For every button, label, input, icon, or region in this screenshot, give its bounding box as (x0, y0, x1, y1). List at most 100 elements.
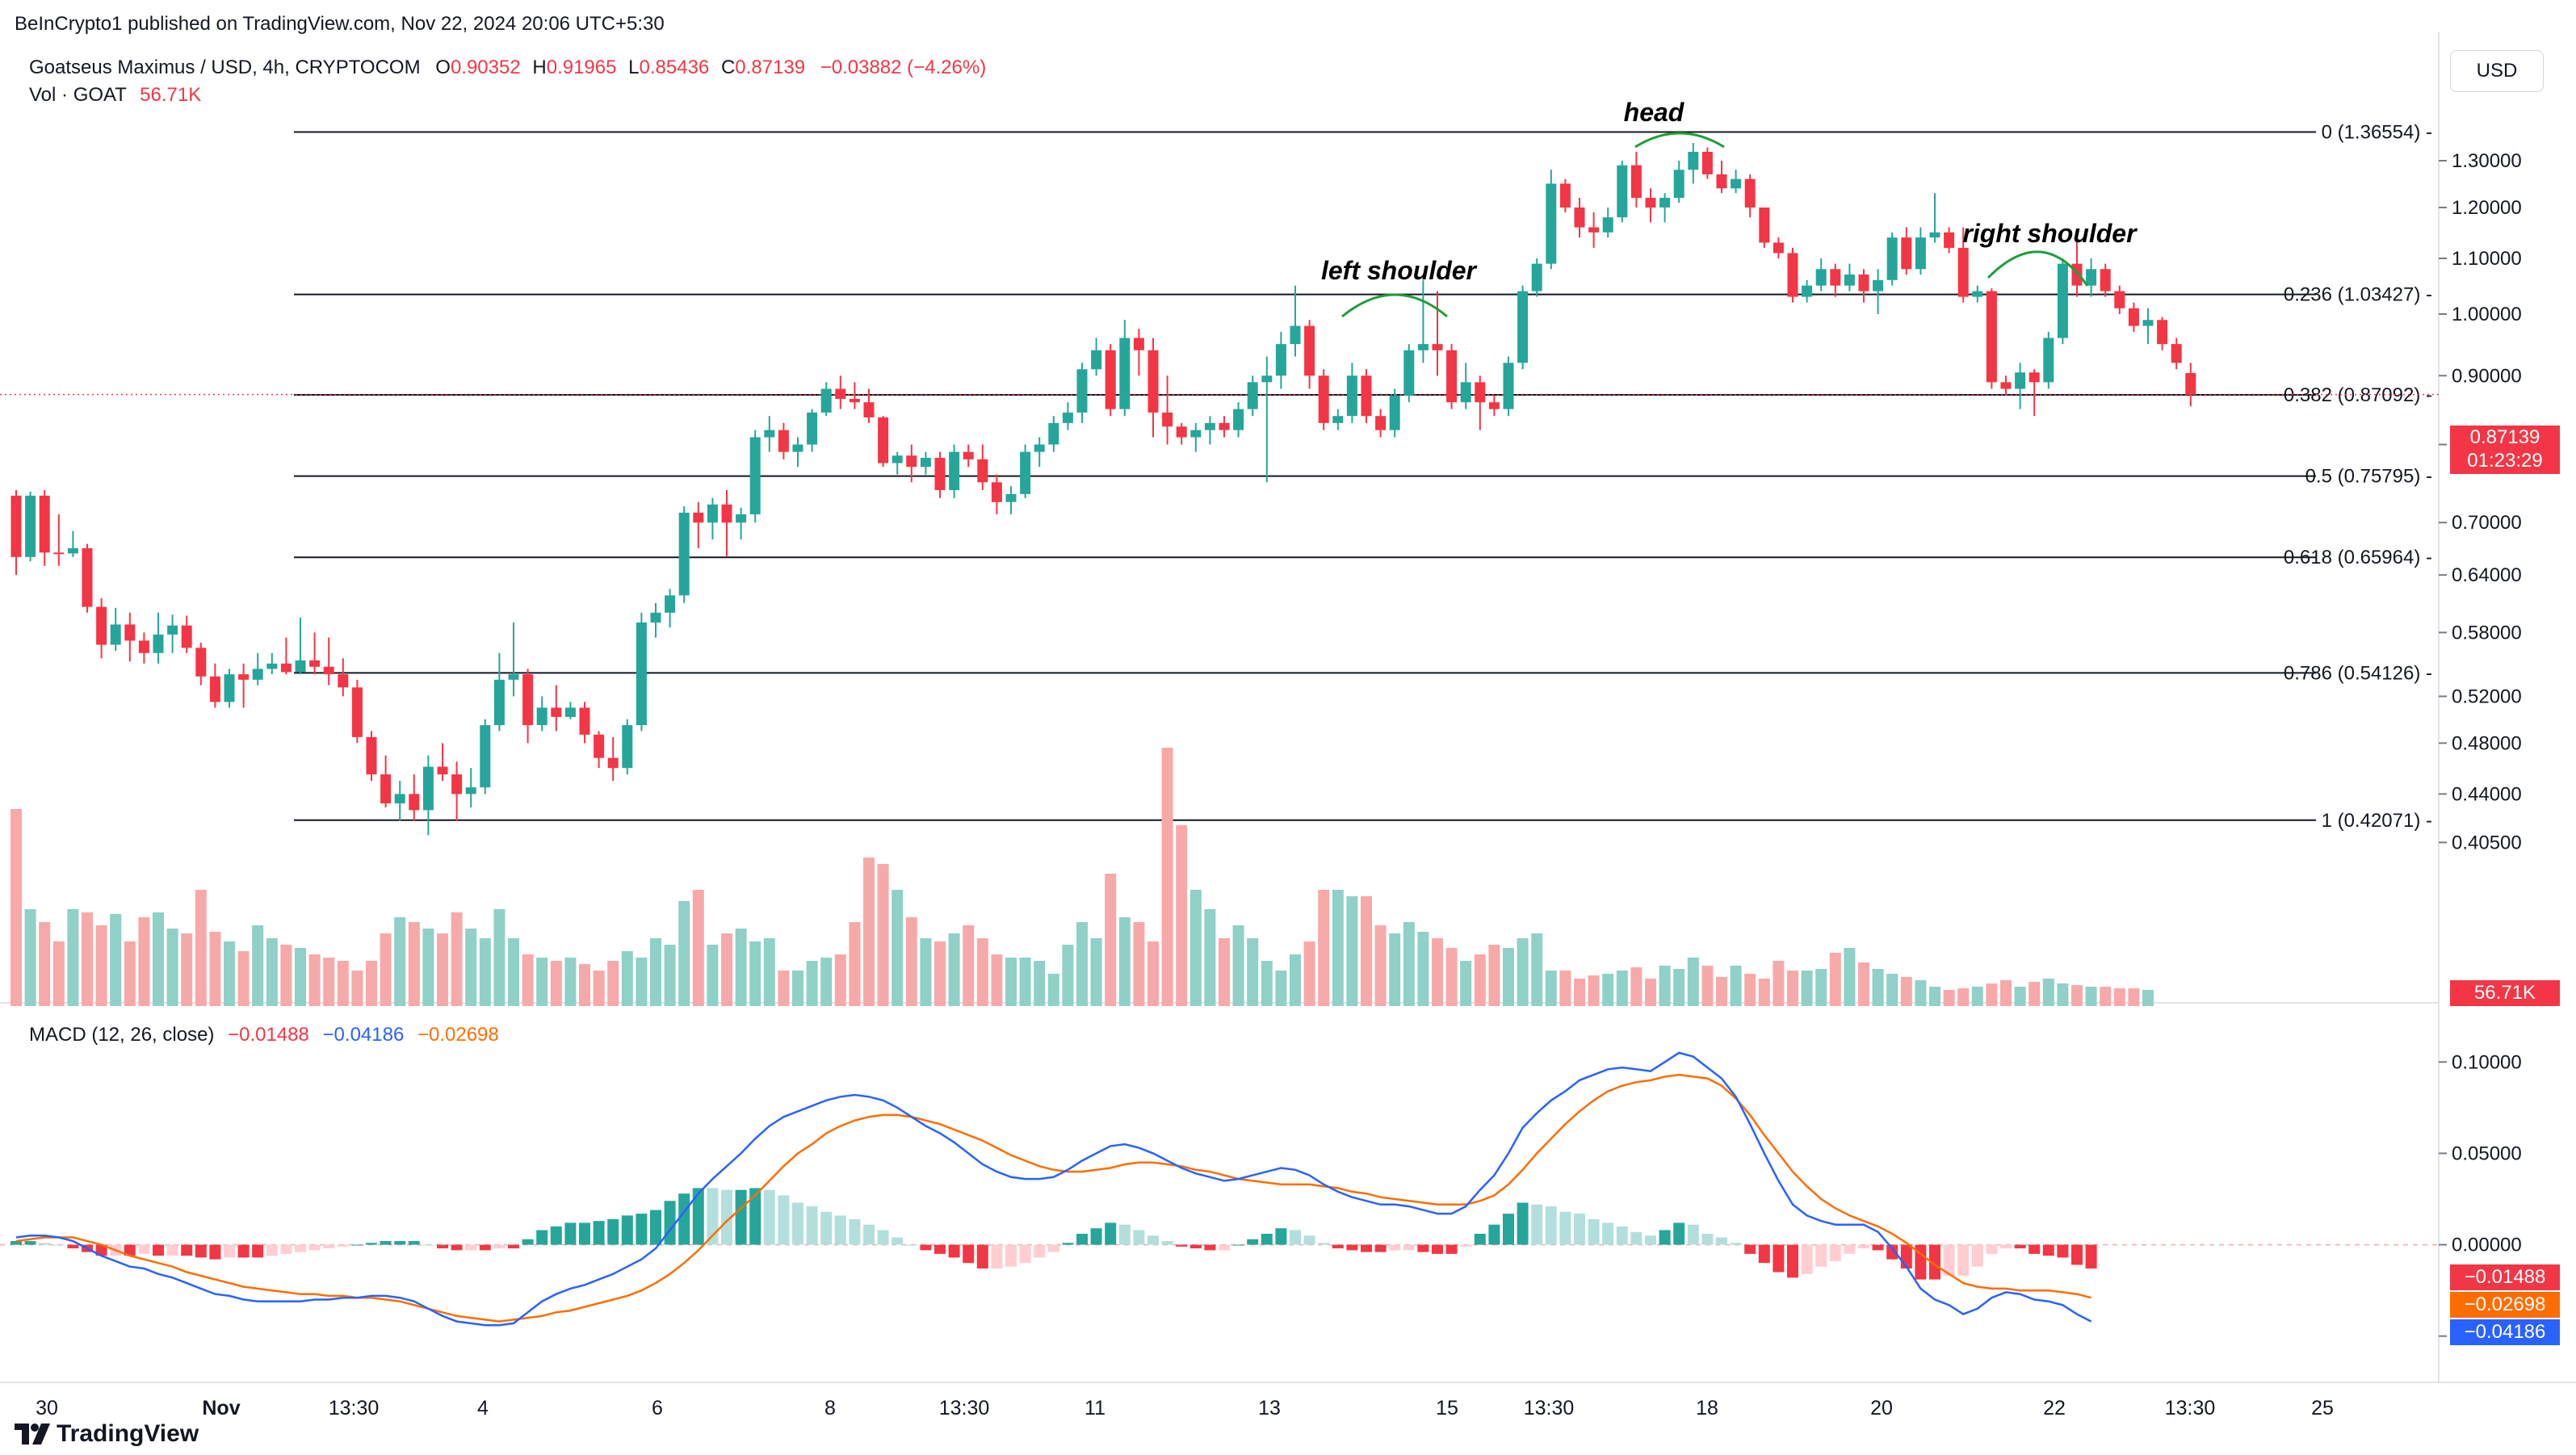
candle-body (266, 663, 278, 669)
macd-hist-bar (1445, 1244, 1458, 1254)
candle-body (536, 707, 548, 726)
macd-hist-bar (678, 1193, 690, 1245)
macd-hist-bar (1517, 1202, 1529, 1245)
volume-bar (550, 961, 562, 1006)
volume-bar (735, 929, 747, 1006)
macd-hist-bar (280, 1244, 292, 1254)
volume-bar (522, 954, 534, 1006)
candle-body (792, 444, 803, 452)
volume-bar (1801, 971, 1813, 1006)
macd-hist-bar (991, 1244, 1003, 1268)
candle-body (2028, 372, 2040, 383)
candle-body (409, 794, 420, 811)
currency-button[interactable]: USD (2450, 50, 2544, 92)
volume-bar (366, 961, 377, 1006)
time-tick-label: 15 (1436, 1397, 1458, 1419)
fib-label: 0.236 (1.03427) - (2284, 284, 2432, 306)
macd-hist-bar (195, 1244, 207, 1258)
macd-hist-bar (1219, 1244, 1230, 1251)
macd-hist-bar (2071, 1244, 2083, 1265)
volume-bar (1005, 958, 1017, 1006)
candle-body (493, 679, 505, 726)
macd-hist-bar (692, 1188, 704, 1245)
macd-hist-bar (806, 1206, 818, 1245)
macd-hist-bar (1815, 1244, 1827, 1267)
macd-hist-bar (1047, 1244, 1059, 1252)
time-tick-label: 13:30 (2165, 1397, 2216, 1419)
volume-bar (1047, 974, 1059, 1006)
macd-hist-bar (1687, 1224, 1699, 1245)
volume-bar (1118, 917, 1131, 1006)
candle-body (295, 660, 306, 673)
candle-body (863, 402, 875, 417)
volume-bar (721, 933, 732, 1006)
tradingview-logo[interactable]: TradingView (15, 1418, 199, 1450)
time-tick-label: 18 (1696, 1397, 1718, 1419)
candle-body (1290, 325, 1301, 345)
candle-body (380, 774, 392, 803)
volume-bar (1716, 977, 1727, 1006)
candle-body (920, 458, 931, 468)
volume-bar (1872, 969, 1884, 1006)
annotations: head left shoulder right shoulder (1321, 98, 2138, 318)
candle-body (2086, 269, 2097, 286)
volume-bar (834, 954, 846, 1006)
volume-bar (380, 933, 392, 1006)
volume-bar (1147, 941, 1159, 1006)
macd-hist-bar (863, 1224, 875, 1245)
macd-hist-bar (1374, 1244, 1387, 1252)
open-value: 0.90352 (450, 57, 521, 78)
volume-bar (1389, 933, 1401, 1006)
macd-hist-bar (1062, 1243, 1074, 1245)
candle-body (1332, 416, 1344, 423)
fib-levels: 0 (1.36554) - 0.236 (1.03427) - 0.382 (0.8… (0, 121, 2439, 832)
candle-body (1247, 382, 1258, 409)
volume-badge: 56.71K (2450, 980, 2560, 1006)
macd-hist-bar (1645, 1235, 1656, 1245)
volume-bar (1645, 979, 1656, 1006)
macd-hist-bar (1758, 1244, 1770, 1264)
volume-bar (166, 929, 178, 1006)
macd-hist-bar (1744, 1244, 1756, 1254)
macd-hist-bar (920, 1244, 932, 1251)
time-tick-label: 30 (36, 1397, 58, 1419)
volume-value: 56.71K (140, 84, 202, 106)
volume-bar (536, 958, 548, 1006)
time-tick-label: 13:30 (939, 1397, 990, 1419)
volume-bar (1630, 967, 1643, 1006)
time-tick-label: 13:30 (1524, 1397, 1575, 1419)
volume-bar (39, 922, 51, 1006)
volume-bar (1219, 938, 1230, 1006)
volume-bar (1517, 938, 1529, 1006)
volume-bar (579, 964, 590, 1006)
candle-body (1574, 208, 1585, 228)
candle-body (1403, 350, 1415, 396)
macd-hist-bar (266, 1244, 278, 1256)
macd-hist-bar (1630, 1231, 1643, 1245)
macd-legend: MACD (12, 26, close) −0.01488 −0.04186 −… (29, 1024, 499, 1046)
macd-hist-bar (24, 1241, 36, 1245)
volume-bar (1090, 938, 1102, 1006)
macd-hist-bar (138, 1244, 150, 1254)
macd-hist-bar (394, 1241, 406, 1245)
fib-label: 0.382 (0.87092) - (2284, 384, 2432, 406)
volume-bar (607, 961, 619, 1006)
macd-hist-bar (1105, 1222, 1117, 1245)
volume-bar (1503, 948, 1514, 1006)
candle-body (465, 787, 476, 795)
volume-bar (934, 941, 946, 1006)
time-tick-label: 13:30 (329, 1397, 380, 1419)
volume-bar (678, 901, 690, 1006)
macd-hist-bar (1417, 1244, 1429, 1252)
volume-bar (1787, 971, 1798, 1006)
candle-body (1802, 285, 1813, 297)
candle-body (252, 669, 263, 680)
left-shoulder-arc (1341, 293, 1448, 318)
grid (0, 32, 2576, 1383)
volume-bar (1105, 874, 1117, 1006)
macd-hist-bar (1616, 1226, 1628, 1245)
volume-bar (1133, 922, 1145, 1006)
fib-label: 0.5 (0.75795) - (2305, 466, 2432, 488)
candle-body (1787, 253, 1798, 297)
candle-body (949, 451, 960, 490)
